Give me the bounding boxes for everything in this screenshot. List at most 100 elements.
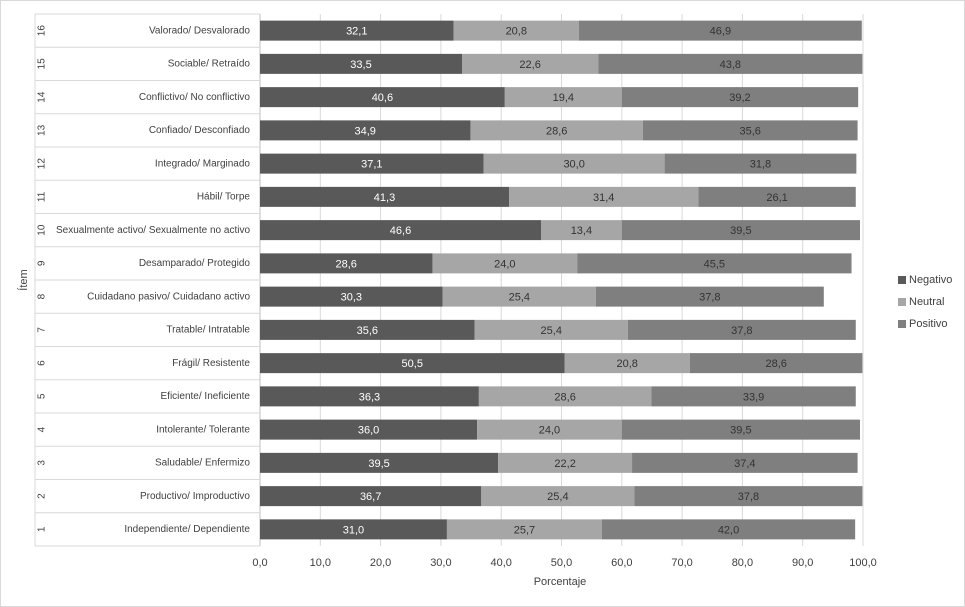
item-number: 15 <box>37 58 48 70</box>
y-tick-label: Valorado/ Desvalorado <box>149 25 250 36</box>
bar-segment <box>621 87 859 108</box>
value-label: 35,6 <box>740 125 761 137</box>
item-number: 8 <box>37 293 48 299</box>
value-label: 28,6 <box>546 125 567 137</box>
item-number: 7 <box>37 327 48 333</box>
value-label: 39,5 <box>730 425 751 437</box>
y-tick-label: Saludable/ Enfermizo <box>155 458 250 469</box>
y-tick-label: Conflictivo/ No conflictivo <box>139 92 251 103</box>
bar-segment <box>483 153 665 174</box>
value-label: 37,1 <box>361 159 382 171</box>
bar-segment <box>540 220 622 241</box>
bar-segment <box>432 253 578 274</box>
bar-segment <box>453 20 579 41</box>
y-tick-label: Eficiente/ Ineficiente <box>161 391 251 402</box>
item-number: 14 <box>37 91 48 103</box>
value-label: 34,9 <box>355 125 376 137</box>
value-label: 20,8 <box>506 26 527 38</box>
value-label: 28,6 <box>336 258 357 270</box>
value-label: 37,8 <box>699 292 720 304</box>
x-tick-label: 50,0 <box>551 557 572 569</box>
bar-segment <box>470 120 643 141</box>
bar-segment <box>621 220 860 241</box>
bar-segment <box>260 153 484 174</box>
x-tick-label: 90,0 <box>792 557 813 569</box>
bar-segment <box>442 286 596 307</box>
item-number: 13 <box>37 124 48 136</box>
value-label: 39,5 <box>368 458 389 470</box>
bar-segment <box>260 253 433 274</box>
value-label: 37,8 <box>731 325 752 337</box>
y-tick-label: Hábil/ Torpe <box>197 192 251 203</box>
value-label: 31,8 <box>750 159 771 171</box>
item-number: 3 <box>37 460 48 466</box>
value-label: 33,5 <box>350 59 371 71</box>
x-tick-label: 70,0 <box>671 557 692 569</box>
bar-segment <box>260 519 447 540</box>
legend-label: Negativo <box>909 274 952 286</box>
bar-segment <box>260 186 510 207</box>
bar-segment <box>634 486 863 507</box>
y-tick-label: Cuidadano pasivo/ Cuidadano activo <box>87 291 250 302</box>
y-tick-label: Confiado/ Desconfiado <box>149 125 251 136</box>
x-tick-label: 100,0 <box>849 557 877 569</box>
bar-segment <box>462 53 599 74</box>
bar-segment <box>578 20 862 41</box>
bar-segment <box>598 53 863 74</box>
value-label: 33,9 <box>743 391 764 403</box>
x-tick-label: 20,0 <box>370 557 391 569</box>
y-axis-title: Ítem <box>17 269 30 290</box>
y-tick-label: Sexualmente activo/ Sexualmente no activ… <box>56 225 250 236</box>
bar-segment <box>621 419 860 440</box>
bar-segment <box>664 153 857 174</box>
bar-segment <box>504 87 622 108</box>
item-number: 11 <box>37 191 48 202</box>
bar-segment <box>260 452 499 473</box>
legend-swatch <box>898 298 906 306</box>
value-label: 37,8 <box>738 491 759 503</box>
value-label: 20,8 <box>617 358 638 370</box>
value-label: 25,4 <box>541 325 562 337</box>
x-axis-title: Porcentaje <box>534 576 587 588</box>
value-label: 24,0 <box>539 425 560 437</box>
legend-label: Neutral <box>909 296 944 308</box>
bar-segment <box>260 120 471 141</box>
bar-segment <box>478 386 652 407</box>
bar-segment <box>498 452 633 473</box>
x-tick-label: 80,0 <box>732 557 753 569</box>
value-label: 39,5 <box>730 225 751 237</box>
legend-swatch <box>898 320 906 328</box>
bar-segment <box>474 319 628 340</box>
bar-segment <box>260 53 463 74</box>
y-tick-label: Sociable/ Retraído <box>168 59 251 70</box>
bar-segment <box>446 519 602 540</box>
value-label: 42,0 <box>718 524 739 536</box>
value-label: 26,1 <box>766 192 787 204</box>
value-label: 45,5 <box>704 258 725 270</box>
value-label: 31,0 <box>343 524 364 536</box>
value-label: 39,2 <box>729 92 750 104</box>
bar-segment <box>601 519 856 540</box>
value-label: 35,6 <box>357 325 378 337</box>
value-label: 28,6 <box>765 358 786 370</box>
x-tick-label: 60,0 <box>611 557 632 569</box>
value-label: 24,0 <box>494 258 515 270</box>
item-number: 4 <box>37 426 48 432</box>
value-label: 36,0 <box>358 425 379 437</box>
item-number: 1 <box>37 526 48 532</box>
item-number: 16 <box>37 25 48 37</box>
value-label: 41,3 <box>374 192 395 204</box>
x-tick-label: 30,0 <box>430 557 451 569</box>
bar-segment <box>595 286 824 307</box>
y-tick-label: Independiente/ Dependiente <box>124 524 250 535</box>
bar-segment <box>260 419 478 440</box>
bar-segment <box>260 386 479 407</box>
bar-segment <box>642 120 858 141</box>
bar-segment <box>260 319 475 340</box>
value-label: 22,2 <box>554 458 575 470</box>
bar-segment <box>260 353 565 374</box>
bar-segment <box>564 353 690 374</box>
value-label: 37,4 <box>734 458 755 470</box>
value-label: 46,9 <box>710 26 731 38</box>
